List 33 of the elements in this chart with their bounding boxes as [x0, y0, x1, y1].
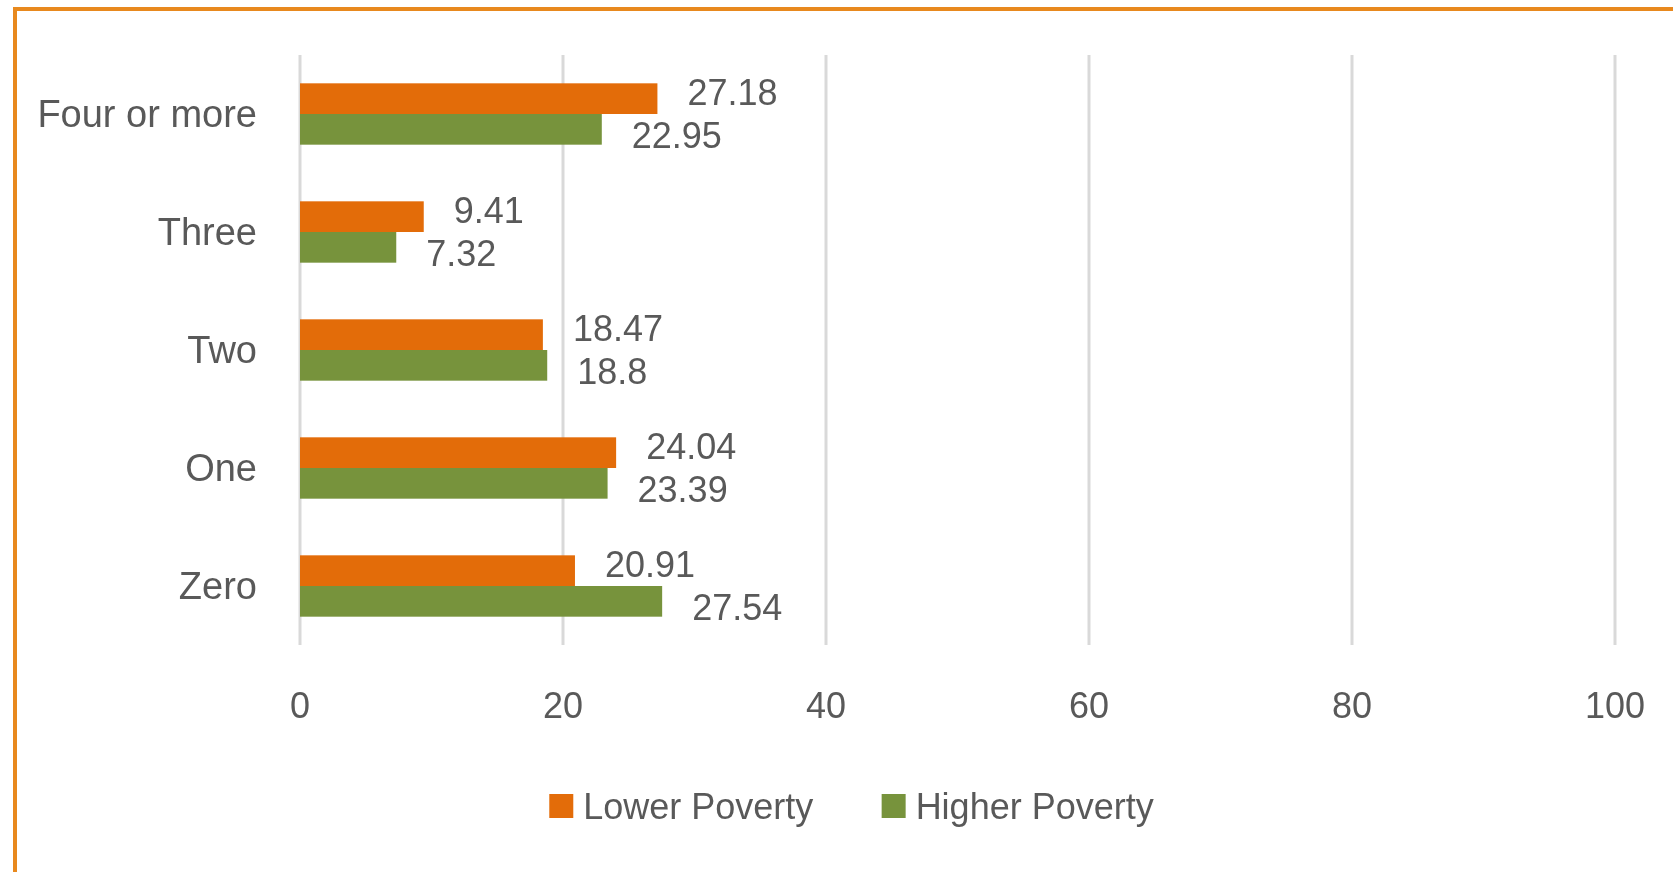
bar: [300, 319, 543, 350]
y-tick-label: One: [185, 447, 257, 489]
legend-label: Lower Poverty: [583, 785, 814, 827]
x-tick-label: 80: [1331, 684, 1373, 726]
data-label: 22.95: [631, 114, 722, 156]
y-tick-label: Two: [187, 329, 257, 371]
bar: [300, 350, 548, 381]
data-label: 24.04: [646, 426, 737, 468]
y-tick-label: Three: [157, 211, 257, 253]
data-label: 9.41: [453, 190, 524, 232]
bar: [300, 437, 617, 468]
x-tick-label: 100: [1584, 684, 1646, 726]
data-label: 23.39: [637, 468, 728, 510]
x-tick-label: 0: [289, 684, 311, 726]
y-tick-label: Four or more: [37, 93, 257, 135]
bar: [300, 201, 424, 232]
y-tick-label: Zero: [178, 565, 257, 607]
data-label: 27.54: [692, 586, 783, 628]
data-label: 20.91: [604, 544, 696, 586]
x-tick-label: 40: [805, 684, 847, 726]
bar: [300, 232, 397, 263]
bar: [300, 468, 608, 499]
bar: [300, 586, 663, 617]
bar: [300, 114, 602, 145]
data-label: 7.32: [426, 232, 497, 274]
bar: [300, 555, 575, 586]
data-label: 27.18: [687, 72, 778, 114]
x-tick-label: 60: [1068, 684, 1110, 726]
bar: [300, 83, 658, 114]
legend-label: Higher Poverty: [915, 785, 1154, 827]
x-tick-label: 20: [542, 684, 584, 726]
data-label: 18.8: [577, 350, 648, 392]
data-label: 18.47: [572, 308, 663, 350]
